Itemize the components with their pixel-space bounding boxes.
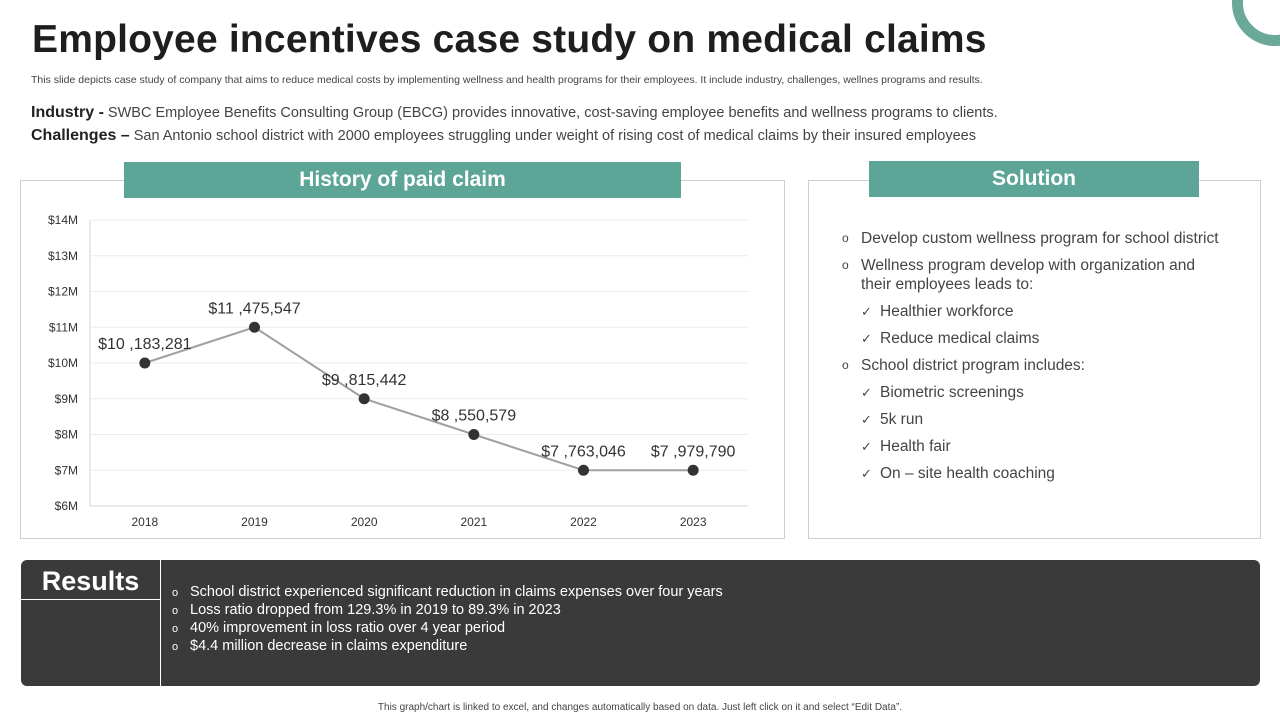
data-label: $7 ,979,790 — [651, 443, 736, 460]
footer-note: This graph/chart is linked to excel, and… — [377, 702, 903, 713]
data-label: $8 ,550,579 — [432, 408, 517, 425]
page-title: Employee incentives case study on medica… — [32, 18, 987, 61]
challenges-label: Challenges – — [31, 127, 130, 144]
solution-item: o Wellness program develop with organizat… — [842, 256, 1222, 294]
solution-panel-title: Solution — [869, 161, 1199, 197]
solution-subitem-text: Reduce medical claims — [880, 330, 1040, 347]
series-line — [144, 326, 694, 472]
data-label: $7 ,763,046 — [541, 443, 626, 460]
circle-bullet-icon: o — [842, 258, 849, 272]
check-icon: ✓ — [861, 439, 872, 454]
data-point — [139, 357, 151, 369]
data-point — [468, 429, 480, 440]
history-panel-title: History of paid claim — [124, 162, 681, 198]
results-item-text: Loss ratio dropped from 129.3% in 2019 t… — [190, 602, 561, 618]
results-item: o $4.4 million decrease in claims expendi… — [172, 637, 723, 655]
solution-panel — [808, 180, 1261, 539]
solution-subitem-text: Healthier workforce — [880, 303, 1014, 320]
circle-bullet-icon: o — [842, 231, 849, 245]
x-tick-label: 2023 — [680, 515, 707, 529]
solution-subitem-text: On – site health coaching — [880, 465, 1055, 482]
circle-bullet-icon: o — [172, 587, 179, 599]
data-point — [358, 393, 370, 405]
industry-line: Industry - SWBC Employee Benefits Consul… — [31, 104, 998, 122]
industry-label: Industry - — [31, 104, 104, 121]
solution-list: o Develop custom wellness program for sch… — [842, 229, 1222, 491]
circle-bullet-icon: o — [172, 623, 179, 635]
x-tick-label: 2018 — [131, 515, 158, 529]
check-icon: ✓ — [861, 466, 872, 481]
page-subtitle: This slide depicts case study of company… — [31, 74, 983, 86]
y-tick-label: $10M — [48, 356, 78, 370]
x-tick-label: 2019 — [241, 515, 268, 529]
results-item: o School district experienced significant… — [172, 583, 723, 601]
check-icon: ✓ — [861, 331, 872, 346]
solution-item: o School district program includes: — [842, 356, 1222, 375]
industry-text: SWBC Employee Benefits Consulting Group … — [107, 105, 998, 121]
results-item-text: 40% improvement in loss ratio over 4 yea… — [190, 620, 506, 636]
circle-bullet-icon: o — [172, 605, 179, 617]
data-label: $10 ,183,281 — [98, 336, 192, 353]
data-point — [687, 464, 699, 476]
y-tick-label: $12M — [48, 285, 78, 299]
solution-subitem: ✓ 5k run — [842, 410, 1222, 429]
challenges-line: Challenges – San Antonio school district… — [31, 127, 976, 145]
x-tick-label: 2021 — [460, 515, 487, 529]
results-item: o 40% improvement in loss ratio over 4 ye… — [172, 619, 723, 637]
solution-subitem: ✓ On – site health coaching — [842, 464, 1222, 483]
x-tick-label: 2022 — [570, 515, 597, 529]
circle-bullet-icon: o — [842, 358, 849, 372]
y-tick-label: $6M — [55, 499, 78, 513]
data-point — [578, 464, 589, 476]
solution-subitem: ✓ Reduce medical claims — [842, 329, 1222, 348]
data-label: $9 ,815,442 — [322, 372, 407, 389]
results-list: o School district experienced significant… — [172, 583, 723, 655]
y-tick-label: $8M — [55, 428, 78, 442]
y-tick-label: $7M — [55, 463, 78, 477]
check-icon: ✓ — [861, 385, 872, 400]
y-tick-label: $13M — [48, 249, 78, 263]
solution-item: o Develop custom wellness program for sch… — [842, 229, 1222, 248]
results-box: Results o School district experienced sig… — [21, 560, 1260, 686]
y-tick-label: $9M — [55, 392, 78, 406]
solution-subitem-text: Health fair — [880, 438, 951, 455]
results-item-text: School district experienced significant … — [190, 584, 723, 600]
y-tick-label: $14M — [48, 213, 78, 227]
solution-subitem-text: 5k run — [880, 411, 924, 428]
results-title-divider — [21, 599, 160, 600]
solution-item-text: School district program includes: — [861, 357, 1085, 374]
circle-bullet-icon: o — [172, 641, 179, 653]
x-tick-label: 2020 — [351, 515, 378, 529]
paid-claim-line-chart[interactable]: $6M $7M $8M $9M $10M $11M $12M $13M $14M 2018 2019… — [20, 200, 785, 536]
y-tick-label: $11M — [49, 320, 78, 334]
check-icon: ✓ — [861, 304, 872, 319]
results-column-divider — [160, 560, 161, 686]
check-icon: ✓ — [861, 412, 872, 427]
results-item-text: $4.4 million decrease in claims expendit… — [190, 638, 468, 654]
solution-subitem: ✓ Healthier workforce — [842, 302, 1222, 321]
solution-item-text: Wellness program develop with organizati… — [861, 257, 1196, 293]
data-label: $11 ,475,547 — [208, 300, 300, 317]
data-point — [249, 321, 260, 333]
solution-subitem: ✓ Health fair — [842, 437, 1222, 456]
results-title: Results — [41, 566, 140, 596]
decorative-ring — [1232, 0, 1280, 46]
challenges-text: San Antonio school district with 2000 em… — [133, 128, 976, 144]
solution-subitem-text: Biometric screenings — [880, 384, 1024, 401]
results-item: o Loss ratio dropped from 129.3% in 2019 … — [172, 601, 723, 619]
solution-item-text: Develop custom wellness program for scho… — [861, 230, 1219, 247]
solution-subitem: ✓ Biometric screenings — [842, 383, 1222, 402]
